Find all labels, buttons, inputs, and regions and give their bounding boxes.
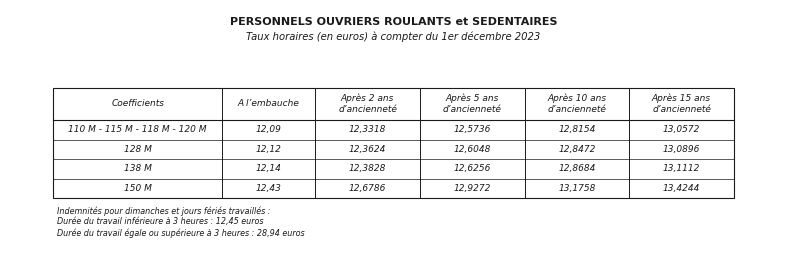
Text: 12,3624: 12,3624 <box>349 145 386 154</box>
Text: 13,1758: 13,1758 <box>558 184 596 193</box>
Text: 12,14: 12,14 <box>256 164 282 173</box>
Text: Après 2 ans
d’ancienneté: Après 2 ans d’ancienneté <box>338 94 397 114</box>
Text: 128 M: 128 M <box>124 145 152 154</box>
Text: 138 M: 138 M <box>124 164 152 173</box>
Text: 12,43: 12,43 <box>256 184 282 193</box>
Text: A l’embauche: A l’embauche <box>238 100 300 109</box>
Text: Après 15 ans
d’ancienneté: Après 15 ans d’ancienneté <box>652 94 711 114</box>
Text: 12,9272: 12,9272 <box>453 184 491 193</box>
Text: Coefficients: Coefficients <box>111 100 164 109</box>
Text: PERSONNELS OUVRIERS ROULANTS et SEDENTAIRES: PERSONNELS OUVRIERS ROULANTS et SEDENTAI… <box>230 17 557 27</box>
Text: 12,8472: 12,8472 <box>558 145 596 154</box>
Text: 13,4244: 13,4244 <box>663 184 700 193</box>
Text: 13,0572: 13,0572 <box>663 125 700 134</box>
Text: 12,5736: 12,5736 <box>453 125 491 134</box>
Text: 12,12: 12,12 <box>256 145 282 154</box>
Text: Après 5 ans
d’ancienneté: Après 5 ans d’ancienneté <box>443 94 501 114</box>
Text: 12,8684: 12,8684 <box>558 164 596 173</box>
Text: 150 M: 150 M <box>124 184 152 193</box>
Text: 13,1112: 13,1112 <box>663 164 700 173</box>
Text: Indemnités pour dimanches et jours fériés travaillés :: Indemnités pour dimanches et jours férié… <box>57 206 271 215</box>
Text: 12,8154: 12,8154 <box>558 125 596 134</box>
Text: Taux horaires (en euros) à compter du 1er décembre 2023: Taux horaires (en euros) à compter du 1e… <box>246 32 541 42</box>
Text: 13,0896: 13,0896 <box>663 145 700 154</box>
Text: 12,09: 12,09 <box>256 125 282 134</box>
Text: 12,6048: 12,6048 <box>453 145 491 154</box>
Text: 12,3318: 12,3318 <box>349 125 386 134</box>
Text: 110 M - 115 M - 118 M - 120 M: 110 M - 115 M - 118 M - 120 M <box>68 125 207 134</box>
Text: Durée du travail inférieure à 3 heures : 12,45 euros: Durée du travail inférieure à 3 heures :… <box>57 217 264 226</box>
Text: 12,6786: 12,6786 <box>349 184 386 193</box>
Text: 12,6256: 12,6256 <box>453 164 491 173</box>
Text: Après 10 ans
d’ancienneté: Après 10 ans d’ancienneté <box>547 94 607 114</box>
Bar <box>54 88 734 198</box>
Text: Durée du travail égale ou supérieure à 3 heures : 28,94 euros: Durée du travail égale ou supérieure à 3… <box>57 228 305 238</box>
Text: 12,3828: 12,3828 <box>349 164 386 173</box>
